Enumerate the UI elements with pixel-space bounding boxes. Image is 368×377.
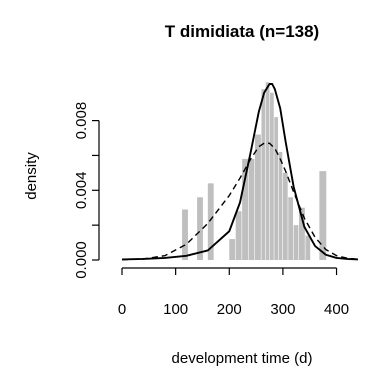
y-tick-label: 0.008 (73, 102, 90, 140)
density-curve-solid (121, 83, 359, 261)
y-axis: 0.000 0.004 0.008 (73, 102, 100, 279)
histogram-bar (274, 117, 279, 260)
histogram-bar (255, 134, 261, 260)
histogram-bar (305, 235, 311, 260)
histogram-bar (319, 171, 327, 260)
histogram-bar (248, 158, 255, 260)
x-axis-label: development time (d) (172, 350, 313, 367)
histogram-bar (288, 197, 294, 260)
histogram-bars (182, 82, 327, 261)
histogram-bar (278, 151, 283, 260)
x-tick-label: 300 (270, 301, 295, 318)
density-curve-dashed (121, 142, 359, 261)
histogram-bar (299, 207, 305, 260)
histogram-bar (282, 172, 288, 260)
histogram-bar (207, 183, 214, 260)
y-tick-label: 0.004 (73, 172, 90, 210)
x-tick-label: 200 (217, 301, 242, 318)
histogram-bar (265, 82, 270, 260)
y-tick-label: 0.000 (73, 241, 90, 279)
histogram-bar (242, 158, 248, 260)
density-curves (121, 83, 359, 261)
histogram-bar (182, 209, 188, 260)
histogram-bar (235, 211, 242, 260)
x-tick-label: 400 (324, 301, 349, 318)
histogram-bar (293, 225, 299, 260)
histogram-bar (229, 239, 236, 260)
y-axis-label: density (23, 152, 40, 200)
x-tick-label: 100 (163, 301, 188, 318)
x-tick-label: 0 (118, 301, 126, 318)
histogram-bar (197, 197, 203, 260)
histogram-bar (261, 89, 266, 260)
x-axis: 0 100 200 300 400 (118, 267, 349, 318)
chart-title: T dimidiata (n=138) (165, 22, 319, 41)
histogram-bar (270, 92, 274, 261)
